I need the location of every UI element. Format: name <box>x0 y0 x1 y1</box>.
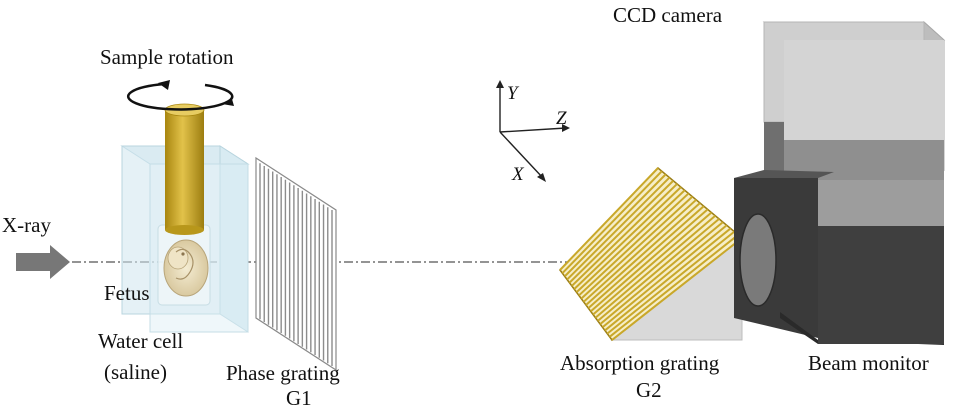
sample-rod <box>164 103 205 235</box>
absorption-grating-line <box>564 173 667 278</box>
axis-z-label: Z <box>556 108 567 129</box>
beam-monitor <box>734 170 944 345</box>
phase-grating-g1 <box>255 156 337 372</box>
absorption-grating-line <box>585 202 701 306</box>
absorption-grating-g2 <box>559 166 744 342</box>
absorption-grating-line <box>573 186 682 290</box>
absorption-grating-line <box>594 214 716 319</box>
absorption-grating-line <box>582 199 697 303</box>
fetus-label: Fetus <box>104 281 150 305</box>
water-cell-label-line1: Water cell <box>98 329 183 353</box>
absorption-grating-line <box>568 180 674 284</box>
axis-y-label: Y <box>507 83 520 104</box>
absorption-grating-line <box>604 227 732 332</box>
absorption-grating-line <box>597 218 720 322</box>
rotation-arrow-icon <box>127 80 234 111</box>
coordinate-axes <box>496 80 570 182</box>
absorption-grating-line <box>599 221 724 325</box>
absorption-grating-line <box>571 183 678 287</box>
absorption-grating-line <box>592 211 713 316</box>
phase-grating-label-line2: G1 <box>286 386 312 410</box>
ccd-camera-label: CCD camera <box>613 3 723 27</box>
beam-monitor-lens <box>739 213 777 307</box>
absorption-grating-line <box>561 170 663 274</box>
absorption-grating-line <box>578 192 690 297</box>
beam-monitor-label: Beam monitor <box>808 351 929 375</box>
absorption-grating-line <box>566 176 671 281</box>
absorption-grating-line <box>580 195 694 300</box>
xray-arrow <box>16 245 70 279</box>
absorption-grating-label-line1: Absorption grating <box>560 351 720 375</box>
absorption-grating-line <box>587 205 705 309</box>
absorption-grating-line <box>609 234 739 338</box>
sample-rotation-label: Sample rotation <box>100 45 234 69</box>
absorption-grating-line <box>611 237 743 341</box>
absorption-grating-line <box>590 208 709 313</box>
absorption-grating-line <box>601 224 728 329</box>
absorption-grating-line <box>606 230 735 335</box>
phase-grating-label-line1: Phase grating <box>226 361 340 385</box>
absorption-grating-line <box>575 189 686 294</box>
fetus-sample <box>163 239 209 297</box>
water-cell-label-line2: (saline) <box>104 360 167 384</box>
absorption-grating-line <box>559 167 659 271</box>
xray-label: X-ray <box>2 213 51 237</box>
axis-x-label: X <box>511 164 525 185</box>
absorption-grating-label-line2: G2 <box>636 378 662 402</box>
